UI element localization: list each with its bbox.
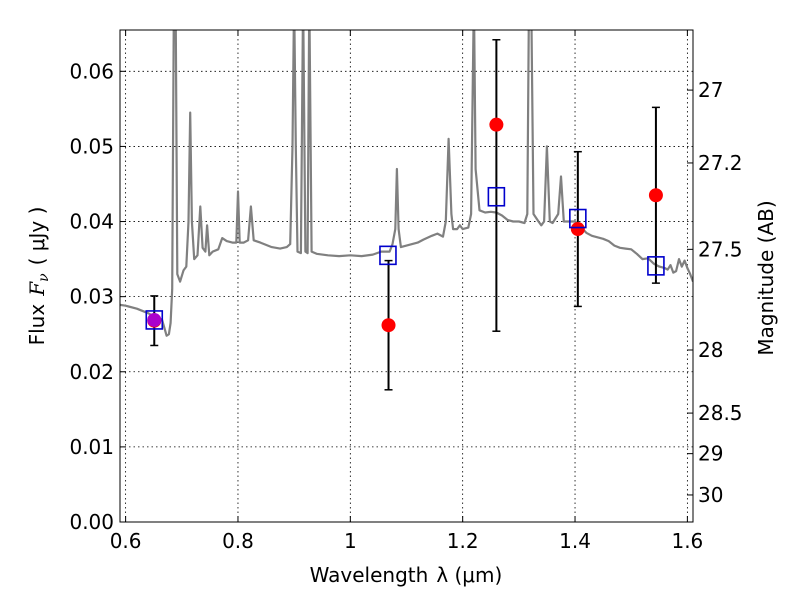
observed-point xyxy=(648,188,663,203)
y-tick-label: 0.05 xyxy=(69,134,114,158)
x-tick-label: 1.4 xyxy=(559,529,591,553)
observed-point xyxy=(381,318,396,333)
observed-point xyxy=(489,117,504,132)
model-photometry-point xyxy=(379,245,397,266)
x-axis-ticks: 0.6 0.8 1 1.2 1.4 1.6 xyxy=(110,30,703,553)
y2-tick-label: 27.2 xyxy=(698,151,743,175)
x-tick-label: 0.8 xyxy=(222,529,254,553)
x-axis-label: Wavelength λ (μm) xyxy=(310,563,503,587)
y2-tick-label: 27.5 xyxy=(698,237,743,261)
model-photometry-point xyxy=(647,256,665,276)
y2-axis-ticks: 27 27.2 27.5 28 28.5 29 30 xyxy=(687,78,743,507)
y2-tick-label: 28 xyxy=(698,338,723,362)
model-spectrum-layer xyxy=(120,30,693,337)
y-axis-label: FluxFν( μJy ) xyxy=(25,207,52,346)
plot-frame xyxy=(119,29,694,523)
x-tick-label: 1.2 xyxy=(447,529,479,553)
model-photometry-layer xyxy=(145,186,665,330)
model-photometry-point xyxy=(487,186,506,207)
model-photometry-point xyxy=(145,310,164,330)
y-axis-ticks: 0.00 0.01 0.02 0.03 0.04 0.05 0.06 xyxy=(69,59,126,534)
grid-lines xyxy=(120,30,693,522)
y2-tick-label: 27 xyxy=(698,78,723,102)
plot-area xyxy=(120,30,693,522)
model-photometry-point xyxy=(569,208,587,229)
y-tick-label: 0.01 xyxy=(69,435,114,459)
y2-tick-label: 28.5 xyxy=(698,401,743,425)
observed-point xyxy=(570,222,585,237)
model-spectrum-line xyxy=(120,30,693,337)
x-tick-label: 0.6 xyxy=(110,529,142,553)
y-tick-label: 0.06 xyxy=(69,59,114,83)
y2-tick-label: 29 xyxy=(698,442,723,466)
y-tick-label: 0.03 xyxy=(69,285,114,309)
overlap-point xyxy=(147,312,162,327)
y2-axis-label: Magnitude (AB) xyxy=(754,200,778,355)
x-tick-label: 1.6 xyxy=(671,529,703,553)
y-tick-label: 0.00 xyxy=(69,510,114,534)
y-tick-label: 0.04 xyxy=(69,210,114,234)
y2-tick-label: 30 xyxy=(698,483,723,507)
x-tick-label: 1 xyxy=(344,529,357,553)
y-tick-label: 0.02 xyxy=(69,360,114,384)
